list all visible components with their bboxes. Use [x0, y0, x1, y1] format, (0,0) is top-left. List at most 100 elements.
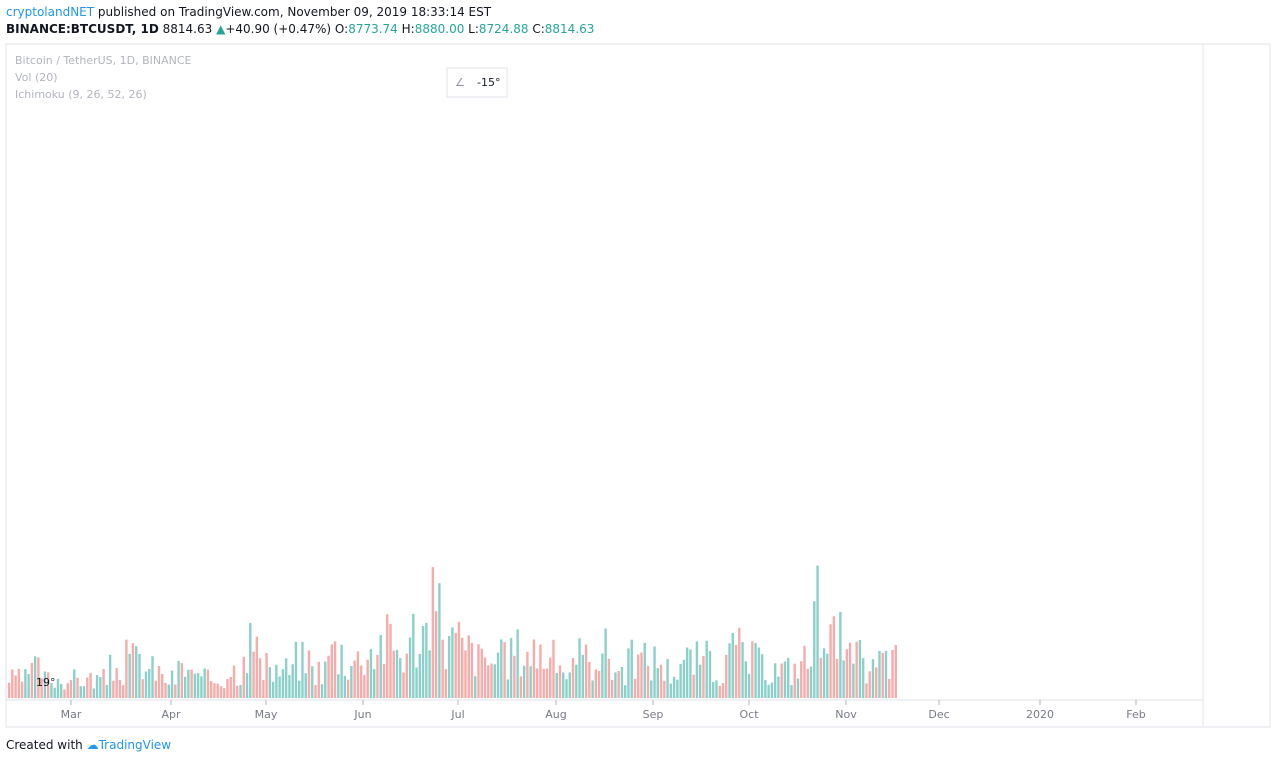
- volume-bar: [89, 672, 92, 698]
- volume-bar: [151, 656, 154, 698]
- change-value: +40.90 (+0.47%): [225, 22, 332, 36]
- created-with: Created with: [6, 738, 83, 752]
- volume-bar: [881, 652, 884, 698]
- volume-bar: [37, 657, 40, 698]
- volume-bar: [304, 673, 307, 698]
- volume-bar: [99, 677, 102, 698]
- volume-bar: [438, 583, 441, 698]
- volume-bar: [624, 685, 627, 698]
- time-axis[interactable]: [5, 699, 1204, 728]
- volume-bar: [487, 665, 490, 698]
- volume-bar: [529, 666, 532, 698]
- open-label: O:: [334, 22, 349, 36]
- volume-bar: [307, 650, 311, 698]
- volume-bar: [493, 664, 496, 698]
- volume-bar: [695, 641, 699, 698]
- volume-bar: [177, 660, 180, 698]
- volume-bar: [728, 643, 731, 698]
- ohlc-header: BINANCE:BTCUSDT, 1D 8814.63 ▲+40.90 (+0.…: [6, 22, 594, 36]
- volume-bar: [702, 655, 705, 698]
- author-link[interactable]: cryptolandNET: [6, 5, 95, 19]
- volume-bar: [372, 669, 376, 698]
- volume-bar: [141, 679, 144, 698]
- volume-bar: [865, 683, 868, 698]
- volume-bar: [369, 649, 373, 698]
- close-label: C:: [532, 22, 545, 36]
- price-axis[interactable]: [1202, 43, 1271, 728]
- volume-bar: [532, 639, 536, 698]
- volume-bar: [738, 627, 741, 698]
- volume-bar: [288, 675, 291, 698]
- volume-bar: [366, 659, 369, 698]
- volume-bar: [209, 681, 213, 698]
- volume-bar: [751, 641, 754, 698]
- volume-bar: [353, 660, 356, 698]
- volume-bar: [630, 639, 633, 698]
- volume-bar: [92, 688, 96, 698]
- volume-bar: [522, 665, 526, 698]
- volume-bar: [760, 654, 764, 698]
- low-label: L:: [468, 22, 479, 36]
- angle-value: -15°: [477, 76, 500, 89]
- volume-bar: [832, 616, 836, 698]
- volume-bar: [125, 639, 128, 698]
- volume-bar: [490, 663, 493, 698]
- volume-bar: [676, 679, 679, 698]
- volume-bar: [705, 640, 708, 698]
- volume-bar: [591, 680, 594, 698]
- x-tick-label: May: [255, 708, 278, 721]
- volume-bar: [692, 674, 695, 698]
- volume-bar: [542, 668, 545, 698]
- volume-bar: [672, 676, 676, 698]
- volume-bar: [20, 681, 24, 698]
- volume-bar: [601, 653, 604, 698]
- volume-bar: [868, 671, 871, 698]
- last-price: 8814.63: [162, 22, 213, 36]
- volume-bar: [53, 687, 56, 698]
- volume-bar: [359, 665, 363, 698]
- x-tick-label: Aug: [545, 708, 566, 721]
- volume-bar: [382, 664, 386, 698]
- volume-bar: [86, 677, 89, 698]
- volume-bar: [640, 652, 643, 698]
- volume-bar: [379, 635, 382, 698]
- volume-bar: [350, 666, 353, 698]
- volume-bar: [773, 663, 777, 698]
- volume-bar: [878, 650, 881, 698]
- volume-layer: [7, 565, 897, 698]
- volume-bar: [412, 613, 415, 698]
- x-tick-label: Jul: [450, 708, 464, 721]
- volume-bar: [653, 646, 656, 698]
- x-tick-label: Jun: [353, 708, 371, 721]
- chart-pane[interactable]: [5, 43, 1204, 701]
- volume-bar: [190, 669, 193, 698]
- volume-bar: [578, 638, 581, 698]
- volume-bar: [376, 654, 379, 698]
- volume-bar: [128, 653, 131, 698]
- volume-bar: [894, 644, 897, 698]
- close-value: 8814.63: [544, 22, 595, 36]
- volume-bar: [552, 639, 555, 698]
- x-tick-label: Nov: [835, 708, 857, 721]
- volume-bar: [848, 642, 852, 698]
- volume-bar: [7, 682, 11, 698]
- volume-bar: [568, 672, 571, 698]
- angle-tool-box[interactable]: ∠ -15°: [446, 67, 508, 98]
- volume-bar: [441, 639, 444, 698]
- tradingview-logo[interactable]: ☁TradingView: [86, 738, 172, 752]
- volume-bar: [157, 665, 161, 698]
- legend-vol: Vol (20): [15, 71, 58, 84]
- x-tick-label: Feb: [1126, 708, 1145, 721]
- volume-bar: [324, 661, 327, 698]
- volume-bar: [229, 676, 232, 698]
- volume-bar: [154, 680, 157, 698]
- volume-bar: [496, 652, 500, 698]
- volume-bar: [395, 649, 399, 698]
- volume-bar: [200, 676, 203, 698]
- volume-bar: [399, 658, 402, 698]
- volume-bar: [845, 649, 849, 698]
- volume-bar: [519, 676, 523, 698]
- volume-bar: [108, 654, 112, 698]
- volume-bar: [754, 643, 757, 698]
